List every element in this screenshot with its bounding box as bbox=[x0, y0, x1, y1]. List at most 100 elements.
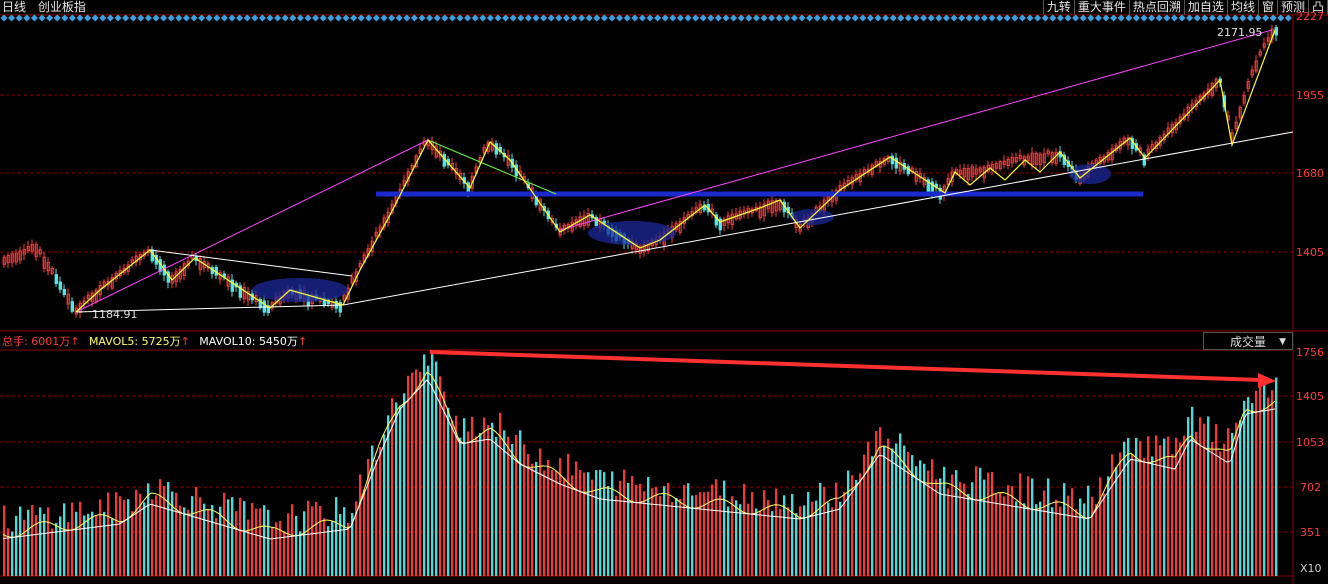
event-marker bbox=[281, 14, 289, 22]
trend-line-upper-1 bbox=[75, 139, 429, 313]
event-marker bbox=[38, 14, 46, 22]
event-marker bbox=[410, 14, 418, 22]
event-marker bbox=[114, 14, 122, 22]
event-marker bbox=[91, 14, 99, 22]
event-marker bbox=[927, 14, 935, 22]
descending-line bbox=[149, 249, 353, 277]
add-watchlist-button[interactable]: 加自选 bbox=[1183, 0, 1227, 15]
nine-turn-button[interactable]: 九转 bbox=[1042, 0, 1074, 15]
support-trend-line bbox=[342, 131, 1294, 306]
volume-axis-label: 351 bbox=[1300, 526, 1321, 539]
event-marker bbox=[996, 14, 1004, 22]
event-marker bbox=[152, 14, 160, 22]
hot-review-button[interactable]: 热点回溯 bbox=[1128, 0, 1184, 15]
wave-zigzag bbox=[75, 29, 1276, 313]
volume-trend-arrow bbox=[429, 350, 1276, 388]
event-marker bbox=[965, 14, 973, 22]
event-marker bbox=[585, 14, 593, 22]
event-marker bbox=[1079, 14, 1087, 22]
event-marker bbox=[1254, 14, 1262, 22]
event-marker bbox=[813, 14, 821, 22]
event-marker bbox=[1049, 14, 1057, 22]
event-marker bbox=[920, 14, 928, 22]
highlight-ellipse bbox=[588, 221, 676, 245]
event-marker bbox=[646, 14, 654, 22]
event-marker bbox=[790, 14, 798, 22]
event-marker bbox=[1011, 14, 1019, 22]
event-marker bbox=[623, 14, 631, 22]
event-marker bbox=[578, 14, 586, 22]
event-marker bbox=[684, 14, 692, 22]
event-marker bbox=[775, 14, 783, 22]
event-marker bbox=[555, 14, 563, 22]
event-marker bbox=[942, 14, 950, 22]
event-marker bbox=[433, 14, 441, 22]
event-marker bbox=[403, 14, 411, 22]
window-button[interactable]: 窗 bbox=[1257, 0, 1277, 15]
high-price-annotation: 2171.95 bbox=[1217, 26, 1263, 39]
event-marker bbox=[600, 14, 608, 22]
price-axis-label: 2227 bbox=[1296, 10, 1324, 23]
event-marker bbox=[388, 14, 396, 22]
event-marker bbox=[509, 14, 517, 22]
index-name: 创业板指 bbox=[37, 0, 86, 14]
event-marker bbox=[904, 14, 912, 22]
event-marker bbox=[182, 14, 190, 22]
event-marker bbox=[190, 14, 198, 22]
chevron-down-icon: ▼ bbox=[1279, 337, 1286, 347]
event-marker bbox=[1034, 14, 1042, 22]
volume-legend: 总手: 6001万↑ MAVOL5: 5725万↑ MAVOL10: 5450万… bbox=[2, 335, 313, 349]
event-marker bbox=[441, 14, 449, 22]
price-axis: 2227 1955 1680 1405 bbox=[1296, 10, 1324, 259]
event-marker bbox=[1087, 14, 1095, 22]
event-marker bbox=[486, 14, 494, 22]
event-marker bbox=[768, 14, 776, 22]
event-marker bbox=[1003, 14, 1011, 22]
event-marker bbox=[874, 14, 882, 22]
event-marker bbox=[1246, 14, 1254, 22]
event-marker bbox=[1110, 14, 1118, 22]
event-marker bbox=[547, 14, 555, 22]
event-marker bbox=[236, 14, 244, 22]
event-marker bbox=[1277, 14, 1285, 22]
event-marker bbox=[722, 14, 730, 22]
event-marker bbox=[1216, 14, 1224, 22]
event-marker bbox=[76, 14, 84, 22]
event-marker bbox=[266, 14, 274, 22]
event-marker bbox=[988, 14, 996, 22]
event-marker bbox=[220, 14, 228, 22]
event-marker bbox=[1140, 14, 1148, 22]
event-marker bbox=[821, 14, 829, 22]
mavol10-line bbox=[2, 379, 1276, 540]
chart-toolbar: 九转 重大事件 热点回溯 加自选 均线 窗 预测 凸 bbox=[1042, 0, 1328, 15]
major-events-button[interactable]: 重大事件 bbox=[1073, 0, 1129, 15]
forecast-button[interactable]: 预测 bbox=[1276, 0, 1308, 15]
pin-button[interactable]: 凸 bbox=[1307, 0, 1328, 15]
event-marker bbox=[464, 14, 472, 22]
event-marker bbox=[251, 14, 259, 22]
event-marker bbox=[1170, 14, 1178, 22]
moving-average-button[interactable]: 均线 bbox=[1226, 0, 1258, 15]
event-marker bbox=[737, 14, 745, 22]
event-marker bbox=[1284, 14, 1292, 22]
event-marker bbox=[8, 14, 16, 22]
volume-axis-label: 1405 bbox=[1296, 390, 1324, 403]
event-marker bbox=[745, 14, 753, 22]
event-marker bbox=[889, 14, 897, 22]
event-markers-row[interactable] bbox=[0, 14, 1292, 22]
event-marker bbox=[844, 14, 852, 22]
event-marker bbox=[144, 14, 152, 22]
event-marker bbox=[912, 14, 920, 22]
indicator-select[interactable]: 成交量 ▼ bbox=[1203, 332, 1293, 350]
event-marker bbox=[1064, 14, 1072, 22]
event-marker bbox=[1056, 14, 1064, 22]
trend-line-upper-2 bbox=[559, 29, 1273, 231]
event-marker bbox=[137, 14, 145, 22]
event-marker bbox=[289, 14, 297, 22]
period-label[interactable]: 日线 bbox=[2, 0, 27, 14]
event-marker bbox=[68, 14, 76, 22]
total-volume: 总手: 6001万↑ bbox=[2, 335, 80, 348]
event-marker bbox=[1201, 14, 1209, 22]
